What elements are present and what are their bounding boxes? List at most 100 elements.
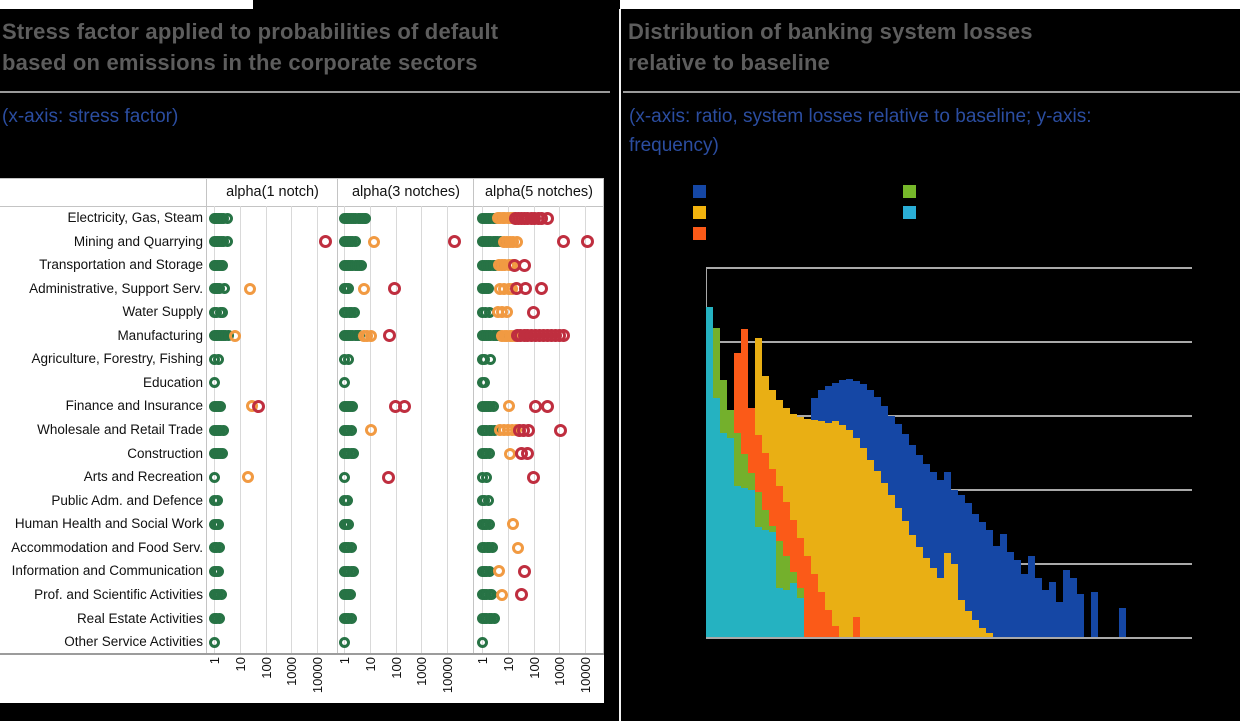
hist-bar-amber <box>874 471 881 638</box>
hist-bar-amber <box>797 417 804 638</box>
stress-dot-g <box>347 400 359 412</box>
stress-dot-g <box>208 636 220 648</box>
hist-bar-amber <box>979 628 986 638</box>
stress-dot-g <box>487 400 499 412</box>
top-strip-right <box>620 0 1240 9</box>
stress-dot-o <box>364 424 377 437</box>
grid-line <box>706 267 1192 269</box>
hist-bar-blue <box>972 514 979 638</box>
column-separator <box>603 178 604 653</box>
x-tick-label: 10 <box>232 657 248 672</box>
legend-swatch <box>903 185 916 198</box>
hist-bar-blue <box>1063 570 1070 638</box>
stress-dot-g <box>217 259 229 271</box>
sector-label: Finance and Insurance <box>65 398 203 414</box>
stress-dot-o <box>364 329 377 342</box>
x-tick-label: 10 <box>500 657 516 672</box>
hist-bar-amber <box>881 483 888 638</box>
tick-gridline <box>447 206 449 653</box>
stress-dot-o <box>228 329 241 342</box>
tick-gridline <box>585 206 587 653</box>
tick-gridline <box>317 206 319 653</box>
hist-bar-blue <box>1077 594 1084 638</box>
x-axis-baseline <box>706 637 1192 639</box>
hist-bar-amber <box>846 430 853 638</box>
hist-bar-orange <box>804 556 811 638</box>
hist-bar-amber <box>902 521 909 638</box>
column-separator <box>337 178 338 653</box>
right-subtitle-line1: (x-axis: ratio, system losses relative t… <box>629 106 1092 127</box>
hist-bar-orange <box>825 610 832 638</box>
stress-dot-g <box>338 636 350 648</box>
stress-dot-g <box>212 495 224 507</box>
hist-bar-cyan <box>776 588 783 638</box>
stress-dot-o <box>244 282 257 295</box>
stress-dot-r <box>535 282 549 296</box>
grid-line <box>706 415 1192 417</box>
sector-label: Arts and Recreation <box>83 469 203 485</box>
stress-dot-g <box>479 377 491 389</box>
legend-swatch <box>903 206 916 219</box>
column-separator <box>206 178 207 653</box>
stress-dot-g <box>215 589 227 601</box>
hist-bar-blue <box>986 530 993 638</box>
sector-label: Water Supply <box>122 304 203 320</box>
hist-bar-blue <box>930 472 937 638</box>
x-tick-label: 100 <box>526 657 542 679</box>
stress-dot-g <box>485 353 497 365</box>
x-tick-label: 10000 <box>310 657 326 694</box>
hist-bar-amber <box>986 633 993 638</box>
x-tick-label: 100 <box>258 657 274 679</box>
stress-dot-g <box>483 495 495 507</box>
stress-dot-g <box>345 424 357 436</box>
x-tick-label: 1 <box>337 657 352 665</box>
stress-dot-g <box>347 448 359 460</box>
stress-dot-g <box>347 565 359 577</box>
stress-dot-g <box>483 283 495 295</box>
stress-dot-g <box>338 377 350 389</box>
hist-bar-blue <box>916 455 923 638</box>
top-strip-left <box>0 0 253 9</box>
stress-dot-g <box>345 613 357 625</box>
sector-label: Accommodation and Food Serv. <box>11 539 203 555</box>
stress-dot-r <box>448 235 462 249</box>
stress-dot-g <box>343 518 355 530</box>
x-tick-label: 1 <box>207 657 222 665</box>
sector-label: Other Service Activities <box>64 634 203 650</box>
stress-dot-g <box>485 589 497 601</box>
hist-bar-orange <box>811 574 818 638</box>
stress-dot-r <box>398 399 412 413</box>
hist-bar-blue <box>923 464 930 638</box>
sector-label: Agriculture, Forestry, Fishing <box>31 351 203 367</box>
right-panel-subtitle: (x-axis: ratio, system losses relative t… <box>629 102 1219 160</box>
right-subtitle-line2: frequency) <box>629 135 719 156</box>
hist-bar-amber <box>825 423 832 638</box>
hist-bar-cyan <box>720 433 727 638</box>
hist-bar-amber <box>804 419 811 638</box>
hist-bar-blue <box>965 503 972 638</box>
x-tick-label: 10000 <box>578 657 594 694</box>
hist-bar-amber <box>867 460 874 638</box>
hist-bar-amber <box>965 611 972 638</box>
stress-dot-g <box>222 236 234 248</box>
stress-dot-r <box>518 564 532 578</box>
stress-dot-r <box>252 399 266 413</box>
sector-label: Transportation and Storage <box>39 257 203 273</box>
stress-dot-g <box>217 306 229 318</box>
x-tick-label: 1 <box>475 657 490 665</box>
stress-dot-o <box>496 588 509 601</box>
hist-bar-cyan <box>727 438 734 638</box>
stress-dot-g <box>213 353 225 365</box>
stress-dot-g <box>338 471 350 483</box>
hist-bar-cyan <box>762 530 769 638</box>
hist-bar-amber <box>818 421 825 638</box>
hist-bar-amber <box>923 558 930 638</box>
stress-dot-r <box>387 282 401 296</box>
x-tick-label: 1000 <box>414 657 430 686</box>
hist-bar-amber <box>916 547 923 638</box>
stress-dot-g <box>213 542 225 554</box>
sector-label: Public Adm. and Defence <box>51 492 203 508</box>
hist-bar-amber <box>895 508 902 638</box>
stress-dot-r <box>541 211 555 225</box>
stress-dot-g <box>348 306 360 318</box>
